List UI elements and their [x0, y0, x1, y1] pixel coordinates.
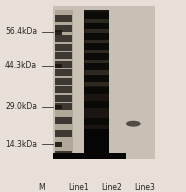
- FancyBboxPatch shape: [55, 151, 73, 158]
- FancyBboxPatch shape: [55, 61, 73, 68]
- FancyBboxPatch shape: [84, 63, 109, 70]
- FancyBboxPatch shape: [55, 52, 73, 59]
- FancyBboxPatch shape: [54, 30, 62, 35]
- FancyBboxPatch shape: [84, 10, 110, 159]
- FancyBboxPatch shape: [53, 153, 126, 159]
- FancyBboxPatch shape: [55, 103, 73, 110]
- FancyBboxPatch shape: [54, 64, 62, 69]
- FancyBboxPatch shape: [84, 33, 109, 40]
- FancyBboxPatch shape: [55, 86, 73, 93]
- Ellipse shape: [126, 121, 141, 127]
- FancyBboxPatch shape: [55, 78, 73, 85]
- FancyBboxPatch shape: [84, 101, 109, 108]
- FancyBboxPatch shape: [84, 75, 109, 82]
- FancyBboxPatch shape: [54, 142, 62, 147]
- FancyBboxPatch shape: [55, 117, 73, 124]
- FancyBboxPatch shape: [55, 69, 73, 76]
- FancyBboxPatch shape: [54, 105, 62, 109]
- Text: 29.0kDa: 29.0kDa: [5, 102, 37, 111]
- FancyBboxPatch shape: [84, 118, 109, 125]
- Text: M: M: [38, 183, 45, 192]
- FancyBboxPatch shape: [84, 23, 109, 29]
- FancyBboxPatch shape: [84, 43, 109, 50]
- FancyBboxPatch shape: [55, 44, 73, 51]
- FancyBboxPatch shape: [55, 95, 73, 102]
- FancyBboxPatch shape: [84, 131, 109, 138]
- FancyBboxPatch shape: [53, 7, 155, 159]
- FancyBboxPatch shape: [84, 87, 109, 94]
- FancyBboxPatch shape: [55, 25, 73, 32]
- FancyBboxPatch shape: [55, 35, 73, 42]
- FancyBboxPatch shape: [55, 15, 73, 22]
- FancyBboxPatch shape: [85, 12, 109, 86]
- FancyBboxPatch shape: [84, 12, 109, 19]
- FancyBboxPatch shape: [84, 152, 109, 159]
- Text: 44.3kDa: 44.3kDa: [5, 61, 37, 70]
- Text: Line3: Line3: [134, 183, 155, 192]
- FancyBboxPatch shape: [55, 131, 73, 137]
- FancyBboxPatch shape: [84, 129, 110, 159]
- Text: 14.3kDa: 14.3kDa: [5, 140, 37, 149]
- FancyBboxPatch shape: [54, 10, 73, 159]
- FancyBboxPatch shape: [84, 53, 109, 60]
- Text: Line1: Line1: [68, 183, 89, 192]
- Text: Line2: Line2: [101, 183, 122, 192]
- Text: 56.4kDa: 56.4kDa: [5, 27, 37, 36]
